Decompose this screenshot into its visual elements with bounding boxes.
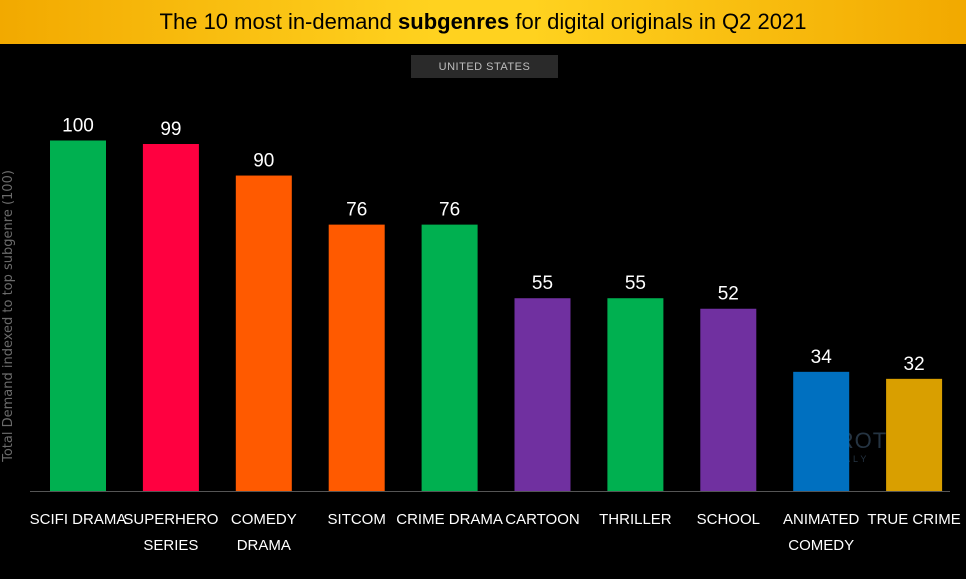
title-bar: The 10 most in-demand subgenres for digi… — [0, 0, 966, 44]
y-axis-label: Total Demand indexed to top subgenre (10… — [1, 170, 16, 463]
data-label: 55 — [532, 273, 553, 294]
data-label: 55 — [625, 273, 646, 294]
bar — [50, 140, 106, 491]
bar — [793, 371, 850, 491]
category-label: THRILLER — [599, 511, 672, 528]
category-label: SCIFI DRAMA — [30, 511, 127, 528]
category-label: CARTOON — [505, 511, 579, 528]
category-label: SERIES — [143, 537, 198, 554]
bar — [607, 298, 664, 491]
data-label: 76 — [439, 200, 460, 221]
category-label: COMEDY — [231, 511, 297, 528]
data-label: 52 — [718, 284, 739, 305]
data-label: 99 — [160, 119, 181, 140]
bar — [886, 378, 943, 491]
bar — [514, 298, 571, 491]
data-label: 34 — [811, 347, 833, 368]
category-label: SITCOM — [328, 511, 386, 528]
category-label: COMEDY — [788, 537, 854, 554]
data-label: 32 — [904, 354, 925, 375]
data-label: 90 — [253, 151, 274, 172]
chart-title: The 10 most in-demand subgenres for digi… — [159, 9, 807, 34]
bar — [421, 224, 478, 491]
category-label: SCHOOL — [697, 511, 760, 528]
category-label: SUPERHERO — [123, 511, 218, 528]
bar — [328, 224, 385, 491]
category-label: TRUE CRIME — [867, 511, 960, 528]
data-label: 76 — [346, 200, 367, 221]
category-label: CRIME DRAMA — [396, 511, 503, 528]
bar — [142, 144, 199, 491]
bar — [700, 308, 757, 491]
category-label: DRAMA — [237, 537, 291, 554]
category-label: ANIMATED — [783, 511, 860, 528]
region-badge: UNITED STATES — [411, 55, 558, 78]
data-label: 100 — [62, 116, 94, 137]
bar — [235, 175, 292, 492]
